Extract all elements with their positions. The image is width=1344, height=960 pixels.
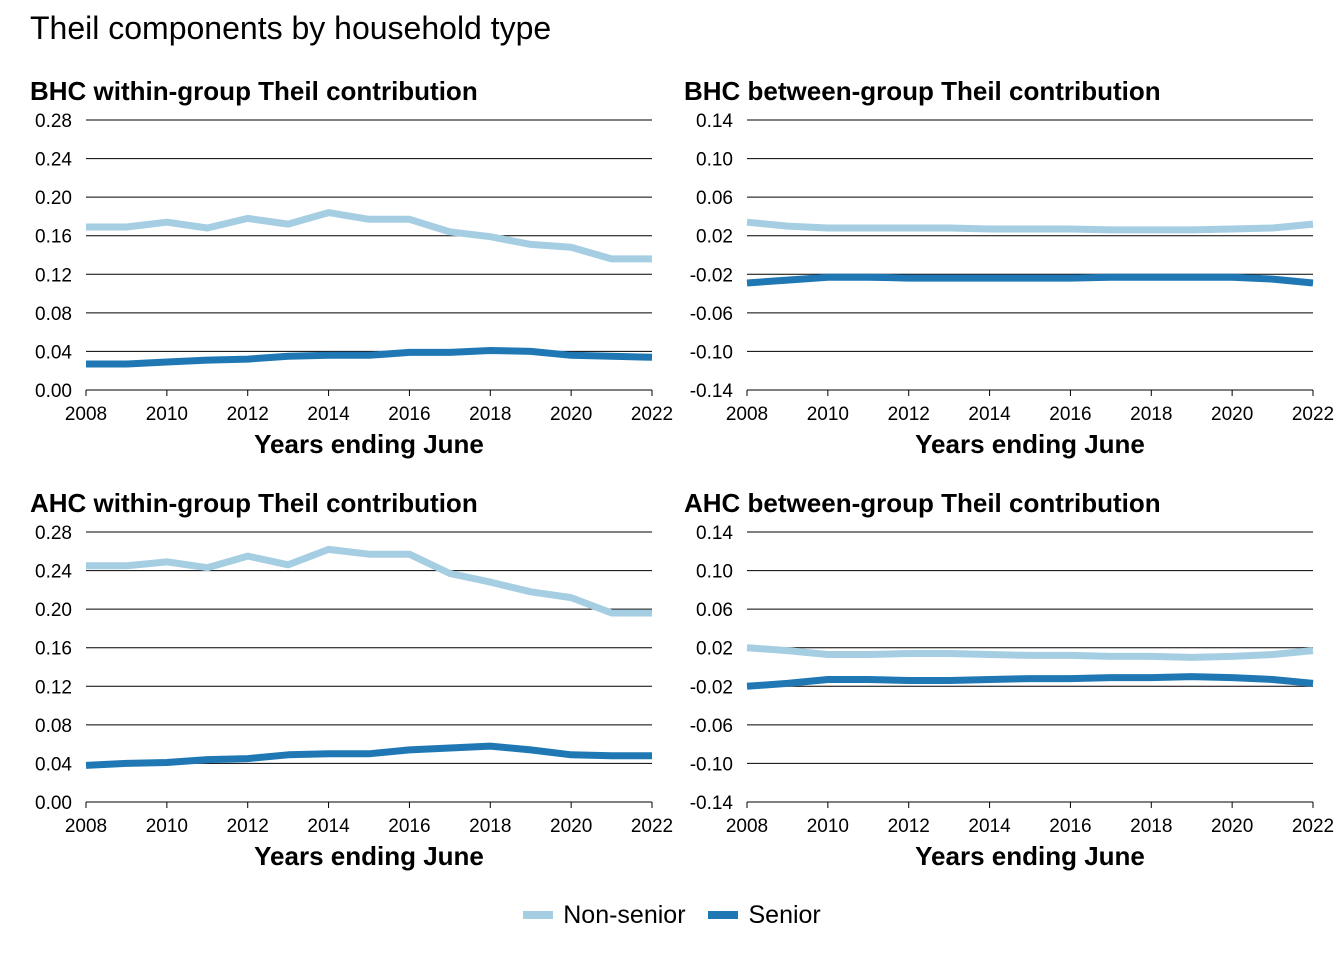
y-tick-label: 0.28 xyxy=(35,523,72,544)
chart-title: BHC within-group Theil contribution xyxy=(30,76,478,106)
x-axis-title: Years ending June xyxy=(915,841,1145,871)
y-tick-label: -0.02 xyxy=(690,265,733,286)
y-tick-label: 0.02 xyxy=(696,227,733,248)
chart-panel-4: AHC between-group Theil contribution 0.14… xyxy=(684,488,1334,871)
series-line-non-senior xyxy=(746,218,1314,234)
legend-swatch-senior xyxy=(708,911,739,919)
y-tick-label: 0.10 xyxy=(696,562,733,583)
series-line-senior xyxy=(746,673,1314,690)
series-line-non-senior xyxy=(746,644,1314,661)
legend-label-non-senior: Non-senior xyxy=(563,900,686,929)
y-tick-label: 0.08 xyxy=(35,304,72,325)
x-tick-label: 2014 xyxy=(307,816,350,837)
x-tick-label: 2018 xyxy=(1130,404,1172,425)
page-title: Theil components by household type xyxy=(30,10,552,46)
x-tick-label: 2010 xyxy=(146,404,188,425)
x-tick-label: 2020 xyxy=(550,404,592,425)
legend: Non-senior Senior xyxy=(0,897,1344,930)
y-tick-label: 0.04 xyxy=(35,342,72,363)
chart-panel-3: AHC within-group Theil contribution 0.28 0… xyxy=(30,488,673,871)
chart-title: AHC within-group Theil contribution xyxy=(30,488,478,518)
y-tick-label: -0.06 xyxy=(690,716,733,737)
x-tick-label: 2018 xyxy=(469,816,511,837)
x-tick-label: 2010 xyxy=(146,816,188,837)
x-tick-label: 2020 xyxy=(1211,816,1253,837)
y-tick-label: 0.20 xyxy=(35,188,72,209)
x-tick-label: 2012 xyxy=(888,816,930,837)
y-tick-label: 0.02 xyxy=(696,639,733,660)
y-tick-label: -0.10 xyxy=(690,342,733,363)
x-tick-label: 2008 xyxy=(65,404,107,425)
legend-item-senior: Senior xyxy=(708,900,821,930)
x-tick-label: 2012 xyxy=(888,404,930,425)
y-tick-label: -0.06 xyxy=(690,304,733,325)
y-tick-label: 0.00 xyxy=(35,381,72,402)
x-tick-label: 2016 xyxy=(388,816,430,837)
y-tick-label: 0.14 xyxy=(696,523,733,544)
x-tick-label: 2022 xyxy=(1292,816,1334,837)
y-tick-label: 0.06 xyxy=(696,188,733,209)
y-tick-label: 0.06 xyxy=(696,600,733,621)
y-tick-label: 0.12 xyxy=(35,265,72,286)
y-tick-label: 0.14 xyxy=(696,111,733,132)
x-axis-title: Years ending June xyxy=(254,429,484,459)
x-tick-label: 2014 xyxy=(968,816,1011,837)
x-tick-label: 2016 xyxy=(1049,816,1091,837)
chart-panel-1: BHC within-group Theil contribution 0.28 0… xyxy=(30,76,673,459)
y-tick-label: -0.10 xyxy=(690,754,733,775)
y-tick-label: 0.04 xyxy=(35,754,72,775)
series-line-senior xyxy=(85,742,652,769)
y-tick-label: 0.24 xyxy=(35,150,72,171)
x-tick-label: 2022 xyxy=(1292,404,1334,425)
x-tick-label: 2012 xyxy=(227,404,269,425)
x-tick-label: 2008 xyxy=(726,816,768,837)
y-tick-label: 0.00 xyxy=(35,793,72,814)
x-tick-label: 2022 xyxy=(631,404,673,425)
x-axis-title: Years ending June xyxy=(915,429,1145,459)
y-tick-label: 0.28 xyxy=(35,111,72,132)
legend-swatch-non-senior xyxy=(523,911,554,919)
y-tick-label: -0.14 xyxy=(690,793,734,814)
x-tick-label: 2018 xyxy=(1130,816,1172,837)
x-tick-label: 2020 xyxy=(1211,404,1253,425)
x-tick-label: 2010 xyxy=(807,404,849,425)
y-tick-label: 0.20 xyxy=(35,600,72,621)
x-tick-label: 2008 xyxy=(726,404,768,425)
x-tick-label: 2010 xyxy=(807,816,849,837)
y-tick-label: -0.14 xyxy=(690,381,734,402)
x-tick-label: 2014 xyxy=(968,404,1011,425)
x-axis-title: Years ending June xyxy=(254,841,484,871)
x-tick-label: 2018 xyxy=(469,404,511,425)
y-tick-label: -0.02 xyxy=(690,677,733,698)
series-line-non-senior xyxy=(86,209,652,263)
y-tick-label: 0.08 xyxy=(35,716,72,737)
y-tick-label: 0.24 xyxy=(35,562,72,583)
chart-panel-2: BHC between-group Theil contribution 0.14… xyxy=(684,76,1334,459)
x-tick-label: 2020 xyxy=(550,816,592,837)
x-tick-label: 2016 xyxy=(388,404,430,425)
series-line-non-senior xyxy=(86,545,652,617)
chart-title: AHC between-group Theil contribution xyxy=(684,488,1161,518)
series-line-senior xyxy=(86,347,653,368)
legend-item-non-senior: Non-senior xyxy=(523,900,686,930)
legend-label-senior: Senior xyxy=(748,900,821,929)
x-tick-label: 2008 xyxy=(65,816,107,837)
series-line-senior xyxy=(746,273,1314,287)
x-tick-label: 2014 xyxy=(307,404,350,425)
x-tick-label: 2016 xyxy=(1049,404,1091,425)
x-tick-label: 2022 xyxy=(631,816,673,837)
y-tick-label: 0.16 xyxy=(35,639,72,660)
y-tick-label: 0.16 xyxy=(35,227,72,248)
x-tick-label: 2012 xyxy=(227,816,269,837)
y-tick-label: 0.12 xyxy=(35,677,72,698)
y-tick-label: 0.10 xyxy=(696,150,733,171)
chart-title: BHC between-group Theil contribution xyxy=(684,76,1161,106)
